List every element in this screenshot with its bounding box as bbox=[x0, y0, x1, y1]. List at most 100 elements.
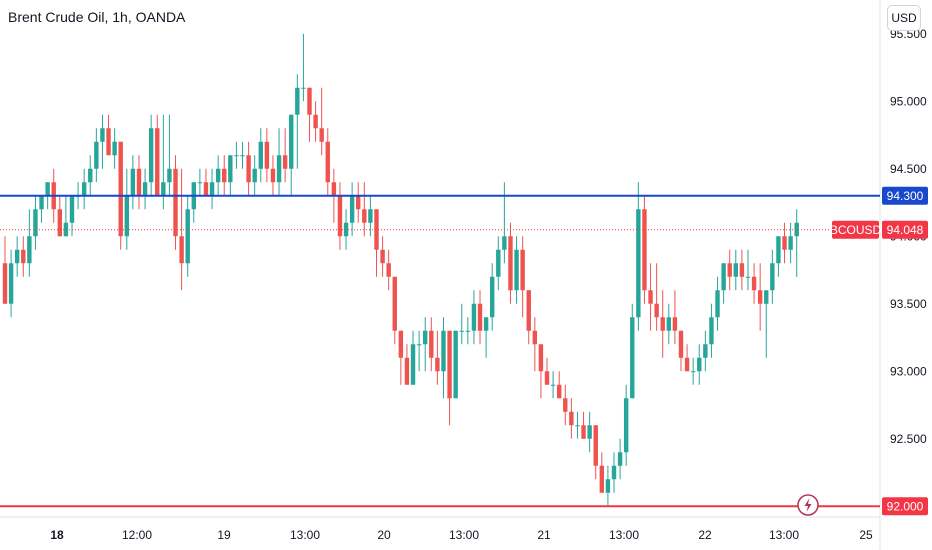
candle-body bbox=[112, 141, 117, 156]
chart-title: Brent Crude Oil, 1h, OANDA bbox=[8, 9, 186, 25]
candle-body bbox=[155, 128, 160, 196]
candle-body bbox=[575, 425, 580, 427]
candle-body bbox=[703, 344, 708, 358]
candle-body bbox=[526, 290, 531, 331]
candle-body bbox=[727, 263, 732, 277]
candle-body bbox=[538, 344, 544, 372]
candle-body bbox=[325, 141, 330, 183]
candle-body bbox=[630, 317, 635, 399]
candle-body bbox=[587, 425, 592, 439]
candle-body bbox=[276, 155, 282, 183]
symbol-label-box bbox=[832, 220, 879, 239]
candle-body bbox=[690, 371, 696, 373]
candle-body bbox=[356, 195, 361, 210]
candle-body bbox=[197, 182, 203, 184]
candle-body bbox=[441, 330, 446, 372]
candle-body bbox=[2, 263, 8, 304]
candle-body bbox=[672, 317, 678, 331]
candle-body bbox=[654, 303, 659, 318]
candle-body bbox=[788, 236, 793, 250]
candle-body bbox=[721, 263, 726, 291]
price-line-label-box bbox=[882, 186, 928, 205]
candle-body bbox=[776, 236, 781, 264]
lightning-alert-icon[interactable] bbox=[797, 494, 819, 516]
candle-body bbox=[295, 87, 300, 115]
x-tick-label: 20 bbox=[377, 528, 391, 542]
candle-body bbox=[611, 465, 617, 480]
candle-body bbox=[362, 209, 367, 223]
last-price-label: 94.048 bbox=[887, 223, 924, 237]
candle-body bbox=[386, 263, 391, 277]
y-tick-label: 93.000 bbox=[890, 364, 927, 378]
candle-body bbox=[733, 263, 738, 277]
candle-body bbox=[136, 168, 142, 196]
candle-body bbox=[447, 330, 452, 399]
candle-body bbox=[642, 209, 647, 291]
candle-body bbox=[368, 209, 373, 223]
x-tick-label: 13:00 bbox=[449, 528, 479, 542]
candle-body bbox=[398, 330, 404, 358]
candle-body bbox=[57, 209, 63, 237]
candle-body bbox=[556, 384, 562, 399]
candle-body bbox=[782, 236, 787, 250]
candle-body bbox=[130, 168, 136, 196]
currency-button[interactable]: USD bbox=[887, 5, 921, 31]
candle-body bbox=[623, 398, 629, 453]
candle-body bbox=[222, 168, 227, 183]
candle-body bbox=[502, 236, 507, 250]
candle-body bbox=[648, 290, 653, 304]
candle-body bbox=[666, 317, 672, 331]
candle-body bbox=[636, 209, 641, 318]
candle-body bbox=[94, 141, 99, 169]
y-tick-label: 94.500 bbox=[890, 162, 927, 176]
candle-body bbox=[429, 330, 434, 358]
candle-body bbox=[794, 222, 799, 237]
candle-body bbox=[209, 182, 215, 196]
x-tick-label: 18 bbox=[50, 528, 64, 542]
candle-body bbox=[21, 249, 26, 264]
candle-body bbox=[161, 182, 166, 196]
candle-body bbox=[751, 276, 757, 291]
candle-body bbox=[453, 330, 458, 399]
candle-body bbox=[739, 263, 745, 277]
x-tick-label: 22 bbox=[698, 528, 712, 542]
price-line-label: 94.300 bbox=[887, 189, 924, 203]
candle-body bbox=[593, 425, 598, 466]
candle-body bbox=[764, 290, 769, 304]
candle-body bbox=[319, 128, 324, 142]
candle-body bbox=[45, 182, 50, 196]
x-tick-label: 13:00 bbox=[609, 528, 639, 542]
candle-body bbox=[599, 465, 605, 493]
candle-body bbox=[380, 249, 385, 264]
y-tick-label: 92.500 bbox=[890, 432, 927, 446]
candle-body bbox=[307, 87, 312, 115]
candle-body bbox=[544, 371, 550, 385]
candle-body bbox=[483, 317, 489, 331]
candle-body bbox=[100, 128, 105, 142]
x-tick-label: 25 bbox=[859, 528, 873, 542]
candle-body bbox=[410, 344, 416, 385]
candle-body bbox=[496, 249, 501, 277]
candle-body bbox=[185, 209, 190, 264]
symbol-label: BCOUSD bbox=[830, 223, 882, 237]
candle-body bbox=[757, 290, 763, 304]
y-tick-label: 93.500 bbox=[890, 297, 927, 311]
candle-body bbox=[471, 303, 477, 331]
candle-body bbox=[33, 209, 38, 237]
candle-body bbox=[520, 249, 525, 291]
candle-body bbox=[106, 128, 111, 156]
candle-body bbox=[678, 330, 684, 358]
candle-body bbox=[508, 236, 513, 291]
x-tick-label: 12:00 bbox=[122, 528, 152, 542]
candle-body bbox=[715, 290, 720, 318]
candle-body bbox=[617, 452, 623, 466]
candle-body bbox=[264, 141, 270, 169]
candle-body bbox=[270, 168, 276, 183]
candle-body bbox=[331, 182, 337, 196]
candle-body bbox=[258, 141, 263, 169]
candle-body bbox=[124, 195, 129, 237]
candle-body bbox=[167, 168, 172, 183]
candle-body bbox=[423, 330, 428, 345]
